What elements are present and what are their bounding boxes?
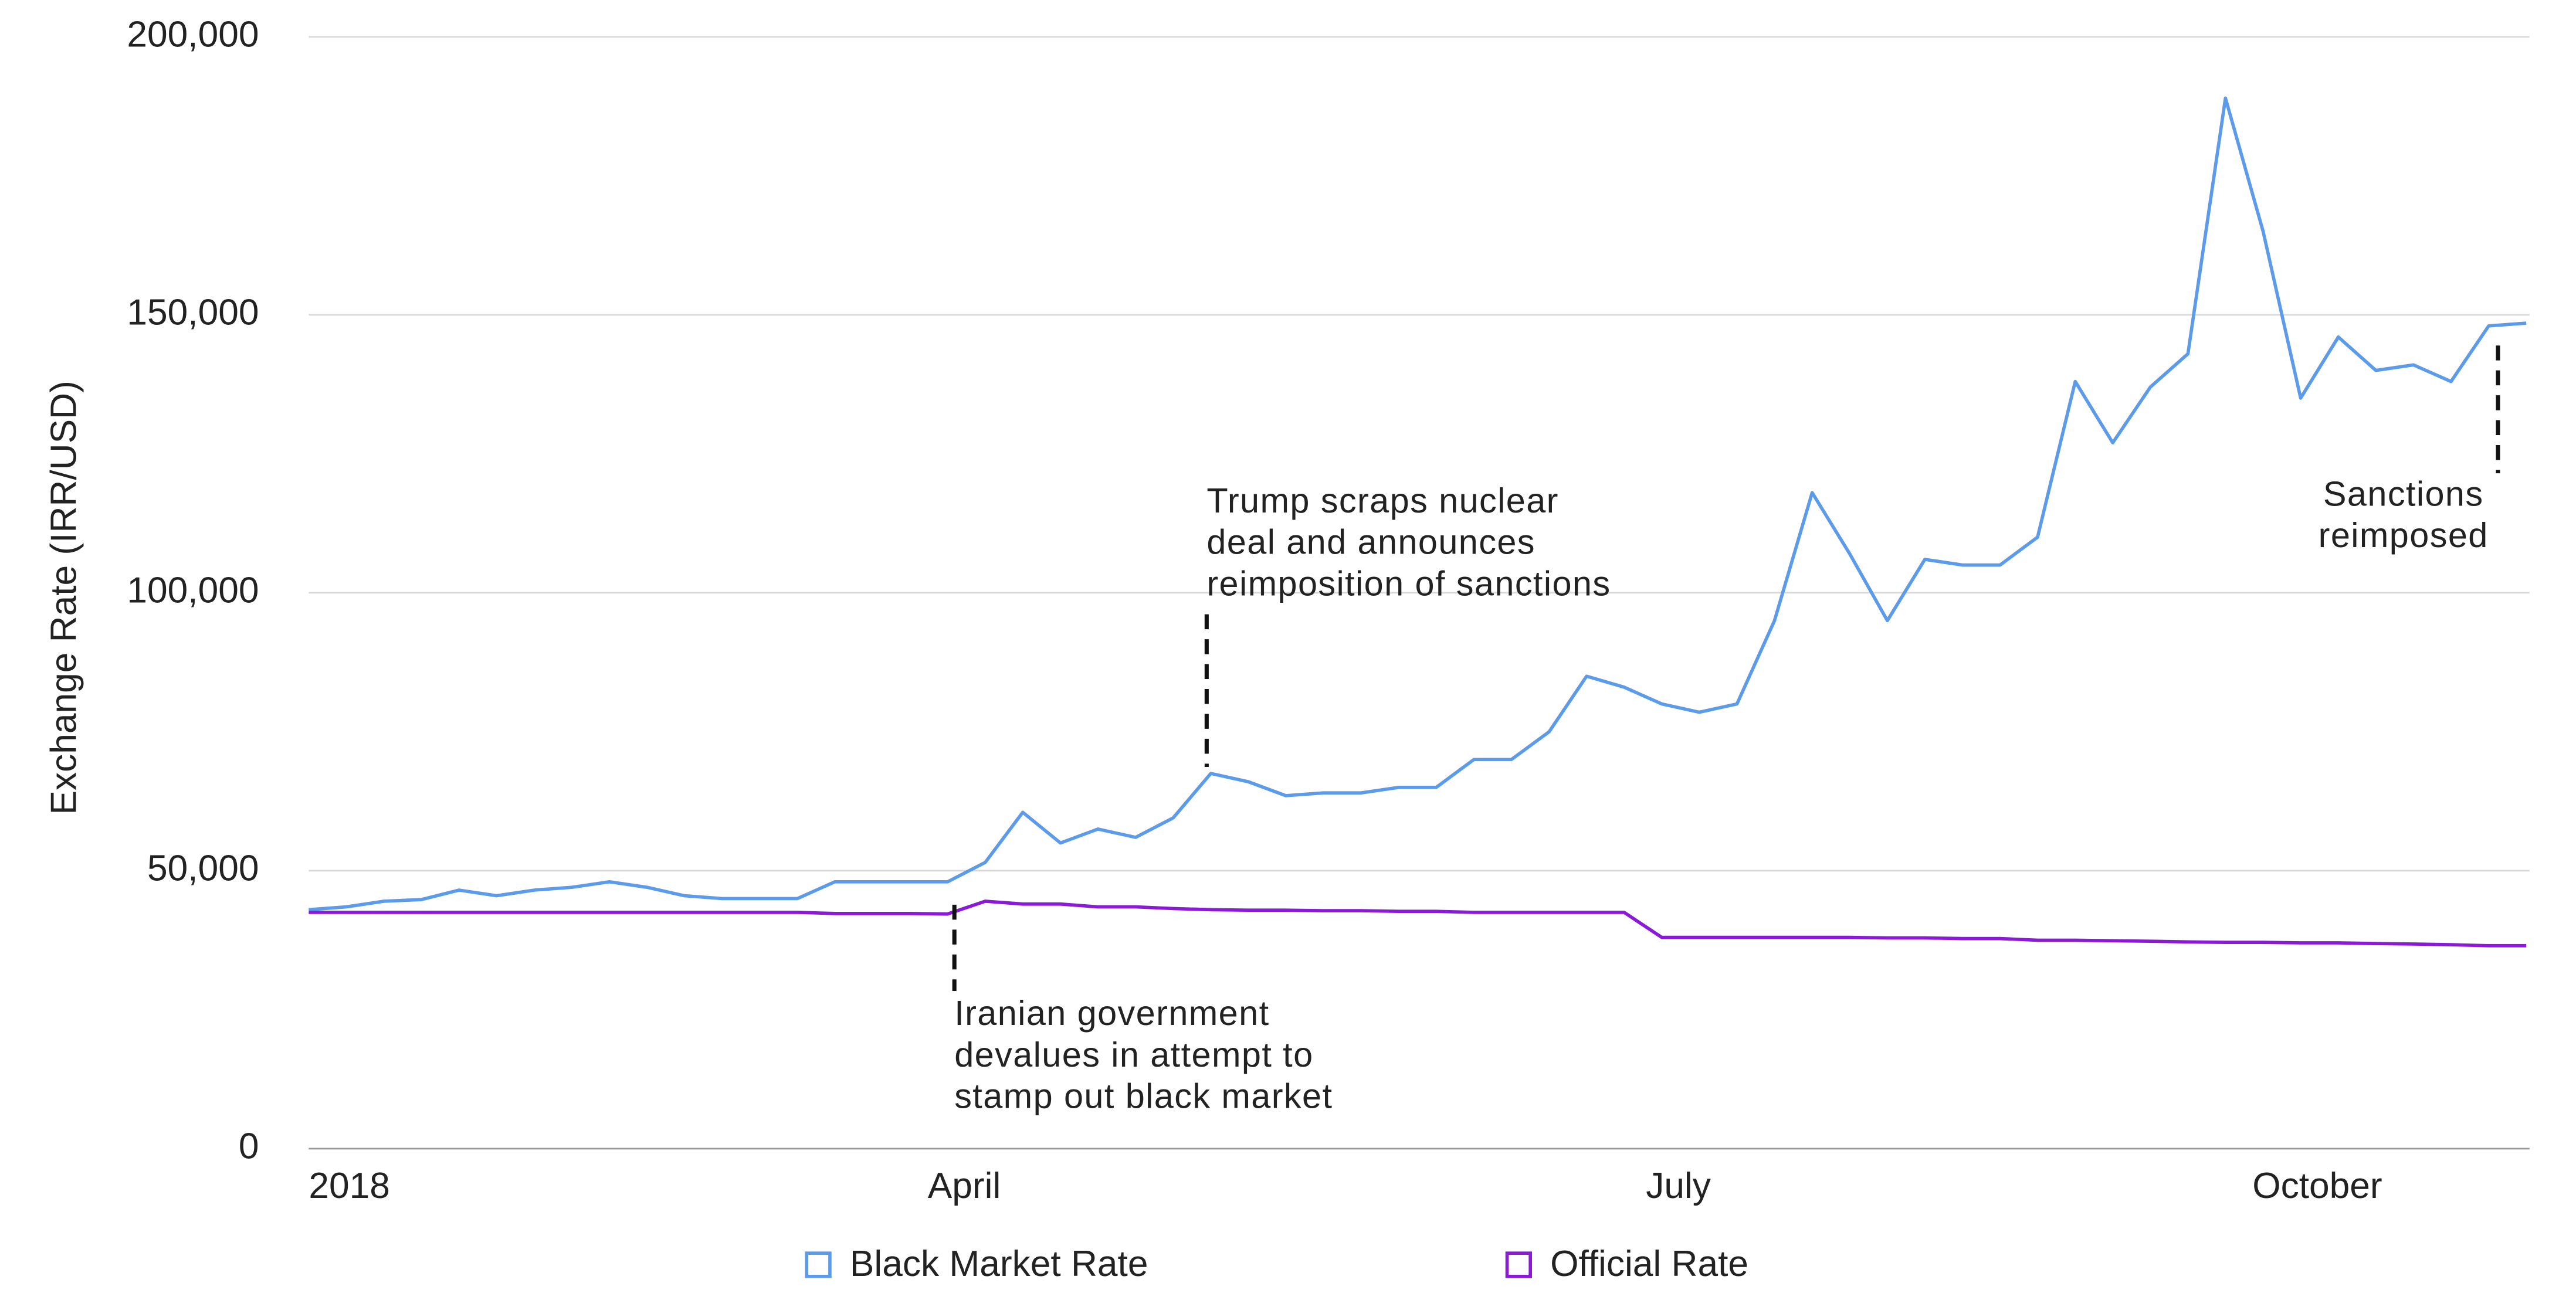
y-tick-label: 0 xyxy=(239,1126,259,1166)
series-line xyxy=(309,96,2527,912)
annotation-text: deal and announces xyxy=(1206,522,1536,562)
legend-label: Official Rate xyxy=(1550,1244,1748,1284)
x-tick-label: July xyxy=(1646,1166,1711,1206)
legend-swatch xyxy=(805,1251,832,1278)
annotation-text: reimposed xyxy=(2319,515,2489,555)
annotation-text: Sanctions xyxy=(2323,474,2484,513)
y-tick-label: 100,000 xyxy=(127,570,259,610)
annotation-text: devalues in attempt to xyxy=(954,1035,1313,1074)
y-tick-label: 200,000 xyxy=(127,14,259,55)
series-line xyxy=(309,900,2527,948)
legend-label: Black Market Rate xyxy=(850,1244,1148,1284)
x-tick-label: April xyxy=(928,1166,1001,1206)
y-tick-label: 50,000 xyxy=(147,848,259,888)
legend-swatch xyxy=(1505,1251,1532,1278)
y-axis-label: Exchange Rate (IRR/USD) xyxy=(44,381,84,814)
y-tick-label: 150,000 xyxy=(127,292,259,332)
x-tick-label: October xyxy=(2252,1166,2382,1206)
annotation-text: reimposition of sanctions xyxy=(1206,564,1611,603)
x-tick-label: 2018 xyxy=(309,1166,389,1206)
annotation-text: Trump scraps nuclear xyxy=(1206,481,1559,520)
annotation-text: Iranian government xyxy=(954,993,1269,1033)
annotation-text: stamp out black market xyxy=(954,1077,1333,1116)
